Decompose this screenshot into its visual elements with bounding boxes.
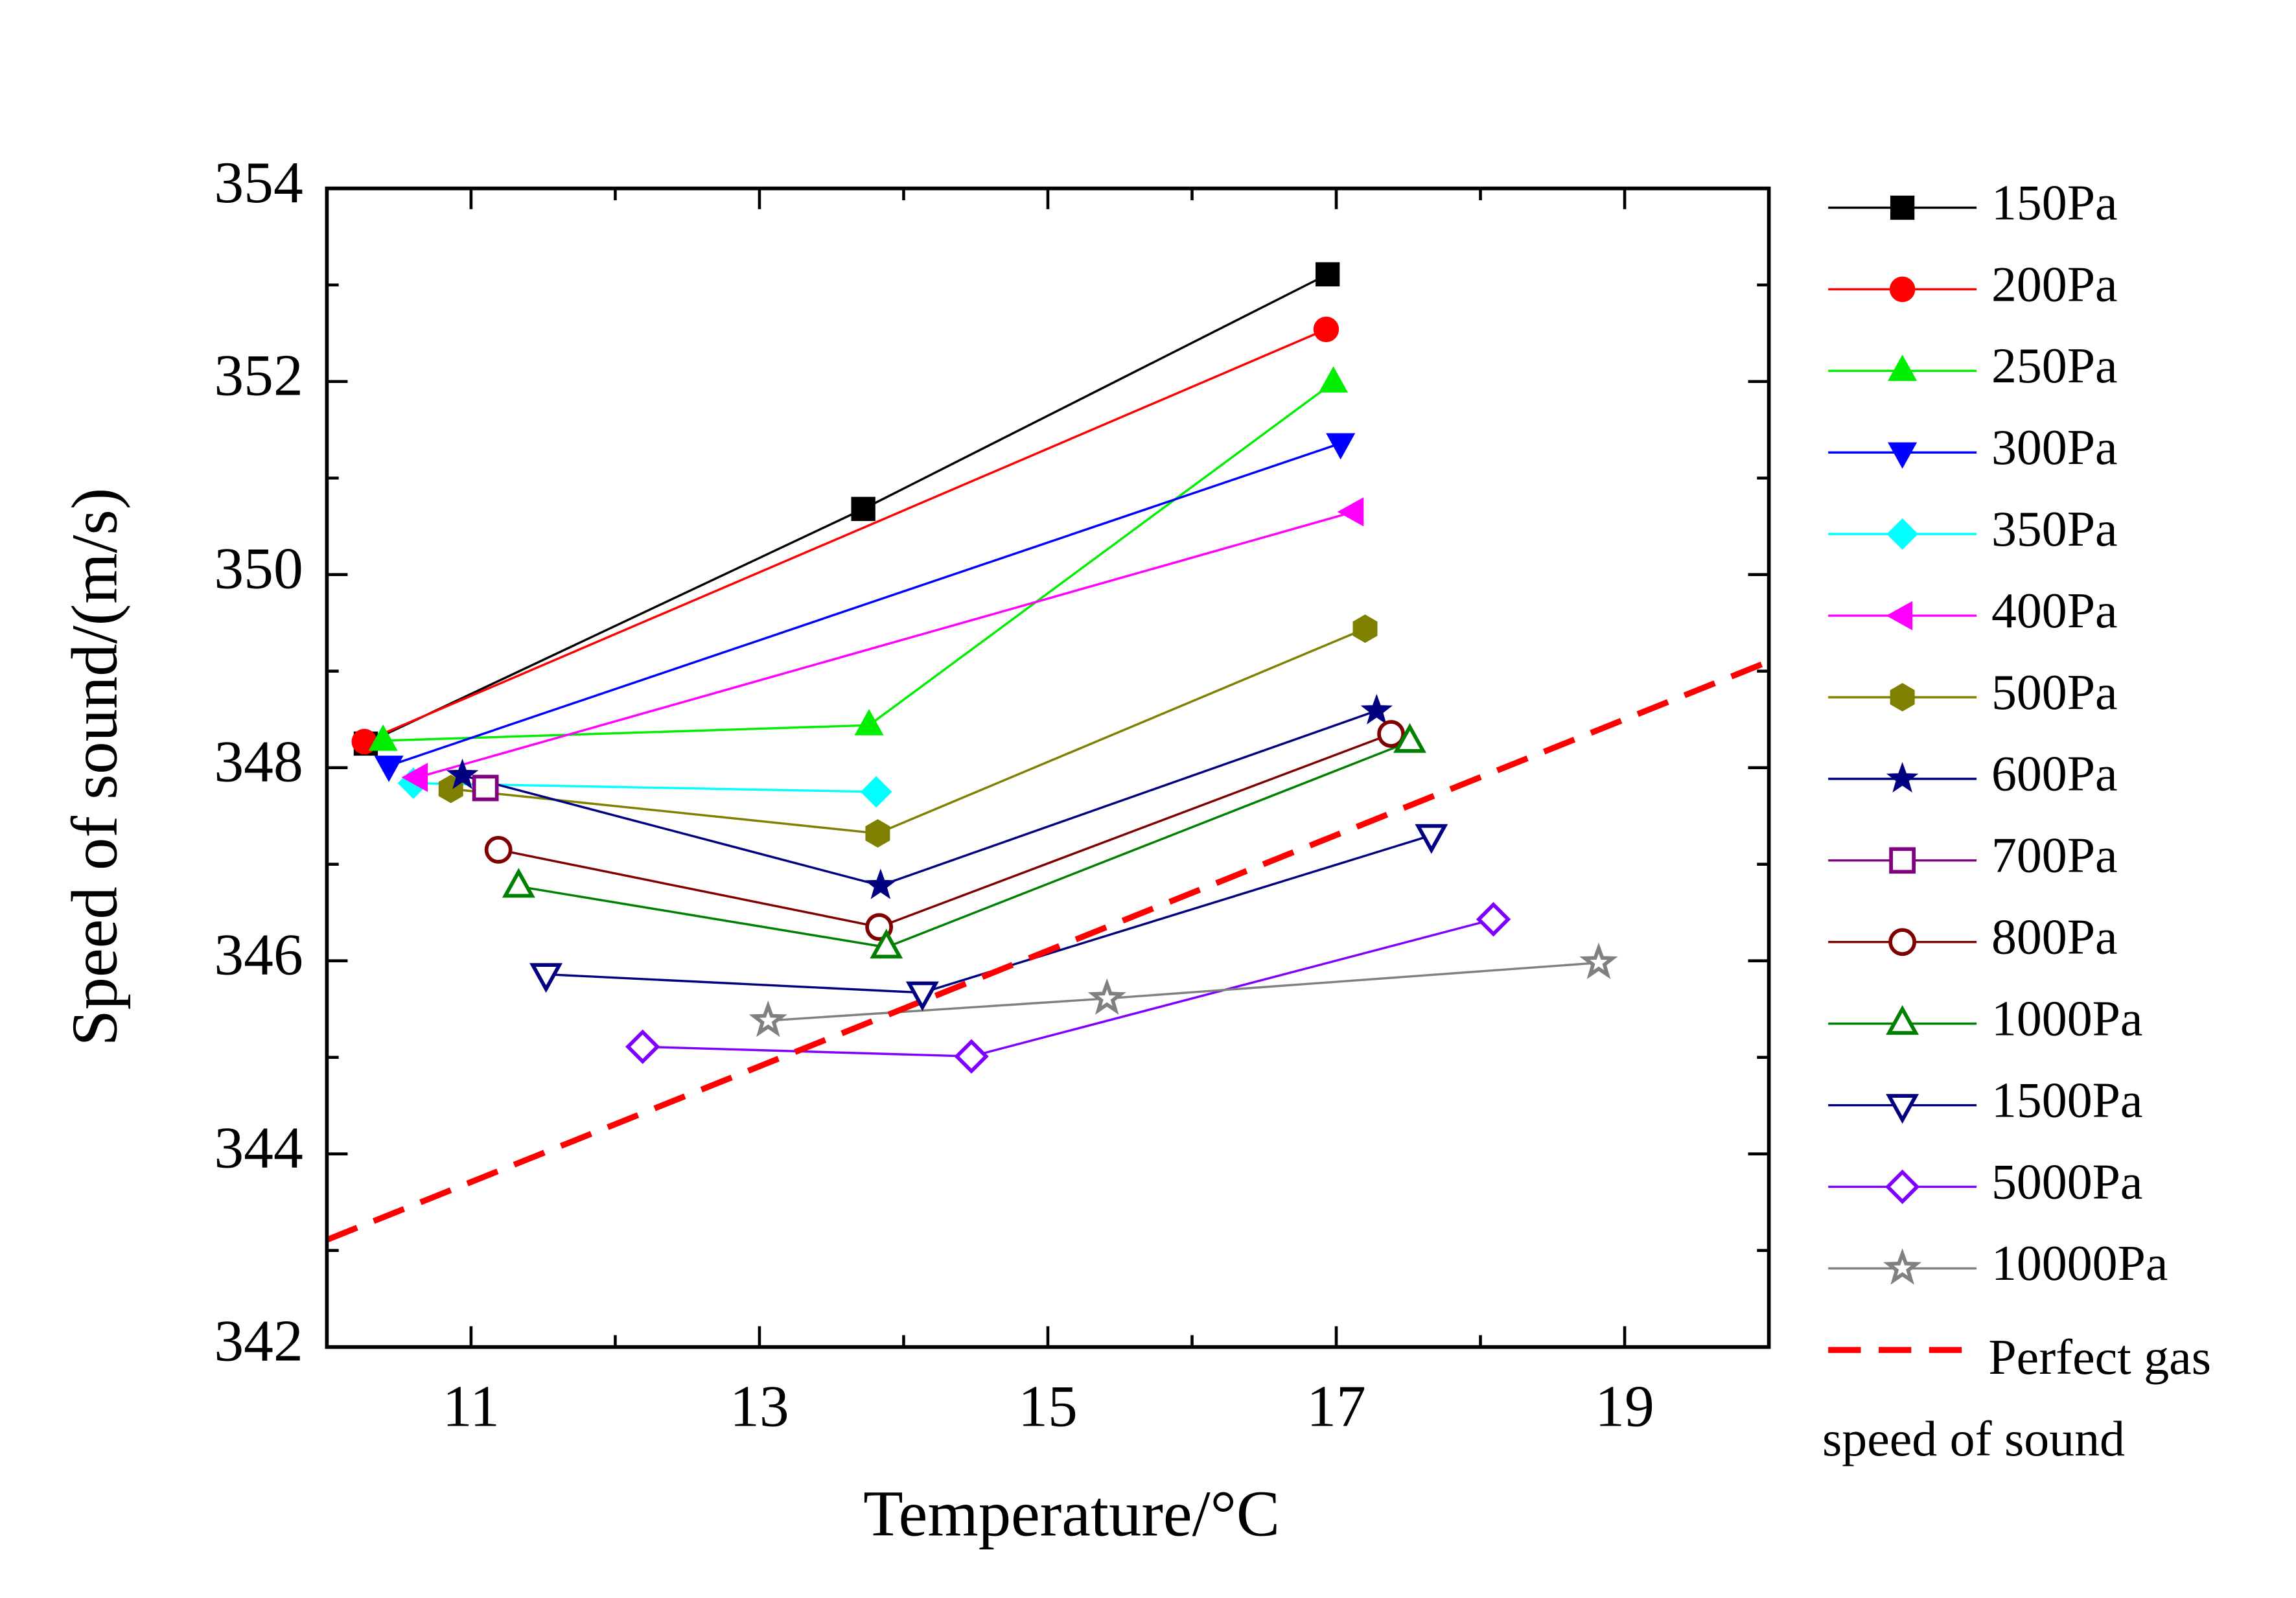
legend-label: 5000Pa <box>1991 1153 2143 1209</box>
legend-label: 600Pa <box>1991 746 2118 802</box>
legend-label: 150Pa <box>1991 174 2118 230</box>
series-line <box>364 328 1327 743</box>
marker <box>1337 497 1364 527</box>
marker <box>1087 978 1126 1015</box>
legend-label: 400Pa <box>1991 583 2118 638</box>
marker <box>502 868 535 898</box>
marker <box>1377 720 1405 748</box>
marker <box>854 709 884 735</box>
marker <box>446 758 479 789</box>
series-line <box>417 511 1354 779</box>
marker <box>1415 824 1448 854</box>
marker <box>1886 1094 1919 1124</box>
marker <box>1886 761 1919 793</box>
marker <box>1319 366 1349 393</box>
series-line <box>327 658 1769 1243</box>
y-axis-title: Speed of sound/(m/s) <box>58 488 131 1047</box>
marker <box>1313 316 1339 342</box>
series-line <box>388 442 1341 767</box>
marker <box>1890 195 1915 220</box>
marker <box>1886 1005 1919 1035</box>
marker <box>748 1000 787 1037</box>
marker <box>1326 433 1356 460</box>
marker <box>1352 614 1378 643</box>
marker <box>1886 518 1918 550</box>
marker <box>1890 683 1915 712</box>
marker <box>1883 1248 1922 1285</box>
plot-frame <box>325 186 1771 1349</box>
y-tick-label: 348 <box>214 728 303 794</box>
legend-label: 800Pa <box>1991 909 2118 965</box>
y-tick-label: 342 <box>214 1308 303 1374</box>
x-tick-label: 19 <box>1595 1372 1654 1439</box>
plot-area <box>327 262 1769 1243</box>
legend-label-box: Perfect gas speed of sound <box>1822 1330 2212 1468</box>
legend-label: 350Pa <box>1991 501 2118 557</box>
marker <box>1316 262 1340 287</box>
legend-label: 500Pa <box>1991 664 2118 720</box>
marker <box>905 981 939 1012</box>
legend-label: 10000Pa <box>1991 1235 2168 1291</box>
y-tick-label: 354 <box>214 149 303 215</box>
marker <box>625 1029 660 1065</box>
y-tick-label: 352 <box>214 342 303 408</box>
marker <box>1888 442 1918 469</box>
marker <box>374 756 404 782</box>
marker <box>368 724 398 751</box>
marker <box>851 496 875 522</box>
legend-label: 250Pa <box>1991 338 2118 393</box>
marker <box>472 774 499 802</box>
marker <box>1889 847 1916 874</box>
legend-label: 300Pa <box>1991 419 2118 475</box>
marker <box>1579 942 1618 979</box>
legend-label: 200Pa <box>1991 256 2118 312</box>
marker <box>1889 276 1916 303</box>
marker <box>864 868 897 899</box>
marker <box>484 835 513 864</box>
marker <box>865 819 890 848</box>
marker <box>1886 601 1913 631</box>
x-tick-label: 17 <box>1306 1372 1366 1439</box>
legend-label: Perfect gas speed of sound <box>1822 1330 2212 1468</box>
marker <box>529 963 563 993</box>
marker <box>1888 928 1917 956</box>
legend-label: 1000Pa <box>1991 990 2143 1046</box>
marker <box>1476 901 1511 937</box>
marker <box>870 929 903 959</box>
marker <box>1888 354 1918 381</box>
x-tick-label: 11 <box>443 1372 500 1439</box>
marker <box>860 776 892 808</box>
x-axis-title: Temperature/°C <box>863 1477 1280 1550</box>
marker <box>1393 723 1426 753</box>
x-tick-label: 13 <box>730 1372 789 1439</box>
legend-label: 1500Pa <box>1991 1072 2143 1128</box>
marker <box>954 1039 989 1074</box>
marker <box>1360 693 1393 724</box>
x-tick-label: 15 <box>1018 1372 1078 1439</box>
y-tick-label: 344 <box>214 1115 303 1181</box>
marker <box>401 763 428 793</box>
y-tick-label: 346 <box>214 921 303 988</box>
legend-label: 700Pa <box>1991 828 2118 883</box>
y-tick-label: 350 <box>214 535 303 601</box>
marker <box>1884 1169 1920 1205</box>
